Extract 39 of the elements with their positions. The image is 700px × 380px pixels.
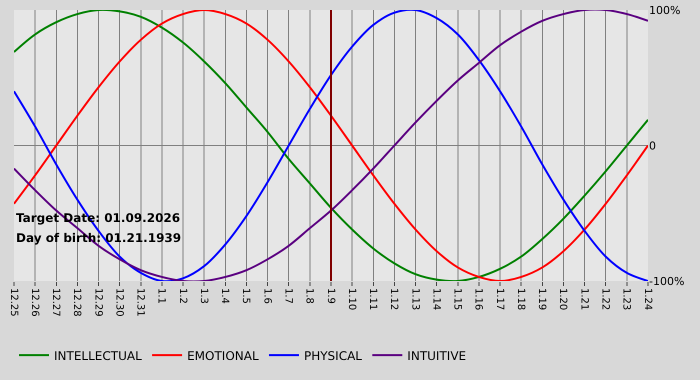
x-tick-label: 1.8 [304, 288, 315, 304]
x-tick-label: 1.18 [514, 288, 526, 310]
x-tick-label: 1.5 [240, 288, 252, 304]
x-tick-label: 1.4 [219, 288, 230, 304]
y-tick-label: -100% [649, 274, 684, 288]
x-tick-label: 1.9 [324, 288, 336, 304]
x-tick-label: 1.13 [409, 288, 420, 310]
legend-label: INTUITIVE [407, 348, 466, 363]
x-tick-label: 1.21 [578, 288, 590, 310]
x-tick-label: 1.11 [367, 288, 378, 310]
y-tick-label: 100% [649, 4, 680, 17]
x-tick-label: 1.2 [176, 288, 188, 304]
x-tick-label: 1.23 [620, 288, 632, 310]
x-tick-label: 12.27 [50, 288, 62, 317]
x-tick-label: 1.7 [282, 288, 294, 304]
x-tick-label: 12.30 [113, 288, 124, 317]
legend-label: INTELLECTUAL [54, 348, 142, 363]
x-tick-label: 12.28 [71, 288, 82, 317]
x-tick-label: 1.12 [388, 288, 400, 310]
x-tick-label: 1.3 [198, 288, 209, 304]
x-tick-label: 1.1 [156, 288, 167, 304]
x-tick-label: 12.26 [28, 288, 40, 317]
legend-label: PHYSICAL [304, 348, 362, 363]
x-tick-label: 1.22 [599, 288, 610, 310]
x-tick-label: 1.16 [472, 288, 484, 310]
x-tick-label: 12.25 [8, 288, 19, 317]
x-tick-label: 1.15 [452, 288, 463, 310]
x-tick-label: 12.29 [92, 288, 104, 317]
x-tick-label: 12.31 [134, 288, 146, 317]
x-tick-label: 1.17 [494, 288, 505, 310]
x-tick-label: 1.6 [261, 288, 272, 304]
x-tick-label: 1.10 [346, 288, 357, 310]
x-tick-label: 1.24 [642, 288, 653, 310]
x-tick-label: 1.20 [557, 288, 568, 310]
x-tick-label: 1.14 [430, 288, 442, 310]
x-tick-label: 1.19 [536, 288, 548, 310]
line-series [14, 10, 648, 281]
legend-label: EMOTIONAL [187, 348, 259, 363]
y-tick-label: 0 [649, 139, 656, 152]
